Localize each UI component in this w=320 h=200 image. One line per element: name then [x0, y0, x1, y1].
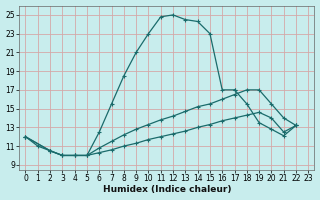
- X-axis label: Humidex (Indice chaleur): Humidex (Indice chaleur): [103, 185, 231, 194]
